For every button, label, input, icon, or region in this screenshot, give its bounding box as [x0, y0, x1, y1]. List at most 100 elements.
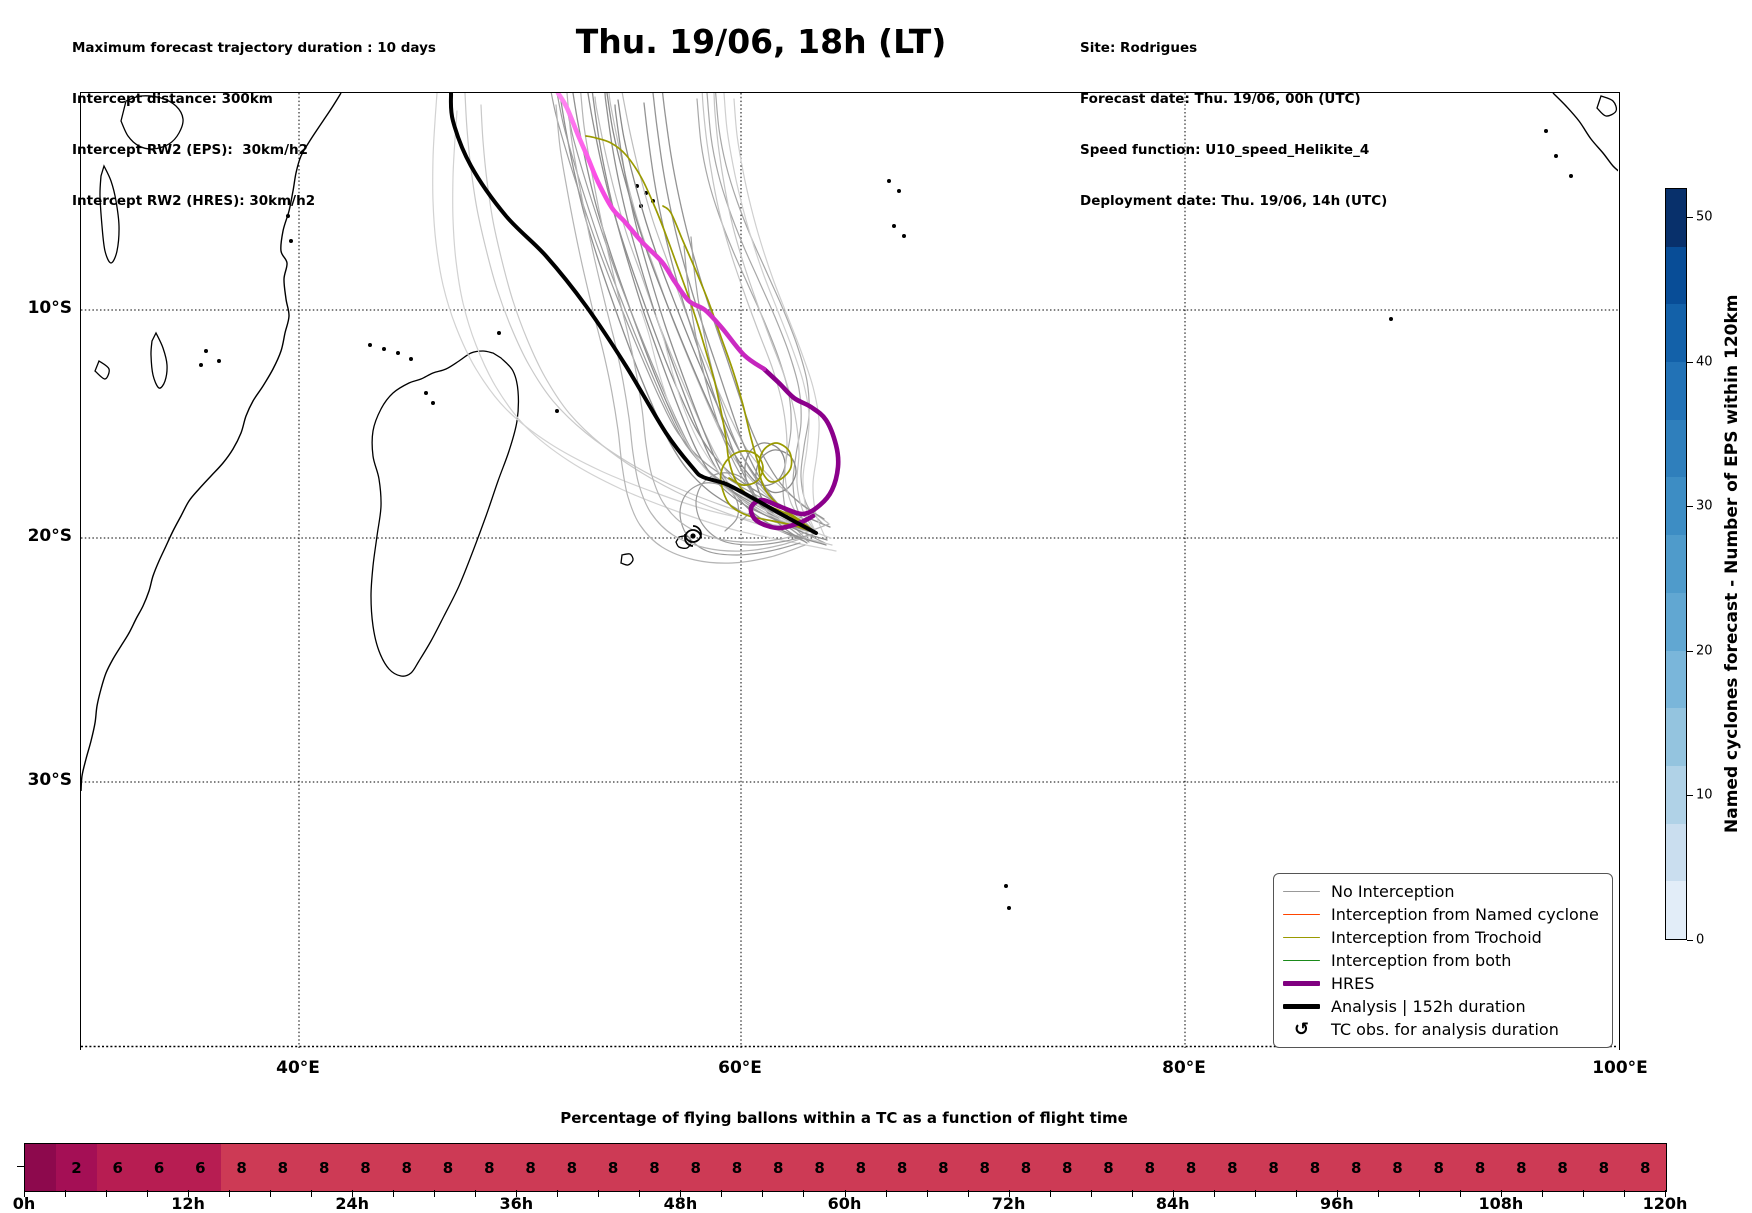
timeline-tick [434, 1190, 436, 1197]
ensemble-trajectory [565, 102, 826, 544]
header-right-line: Forecast date: Thu. 19/06, 00h (UTC) [1080, 91, 1361, 107]
island-outline [370, 350, 520, 677]
timeline-cell: 8 [964, 1144, 1006, 1191]
timeline-tick [885, 1190, 887, 1197]
islet-dot [431, 401, 435, 405]
colorbar-tick [1687, 650, 1693, 652]
timeline-hour-label: 96h [1319, 1194, 1354, 1213]
header-left-line: Intercept distance: 300km [72, 91, 273, 107]
timeline-tick [762, 1190, 764, 1197]
colorbar-segment [1666, 246, 1686, 305]
legend-swatch [1283, 959, 1320, 962]
lat-label: 10°S [27, 298, 72, 318]
legend-label: Interception from Trochoid [1331, 928, 1542, 947]
legend-line-swatch [1283, 1004, 1320, 1009]
header-left-line: Maximum forecast trajectory duration : 1… [72, 40, 436, 56]
ensemble-trajectory [733, 98, 827, 540]
legend-row: Analysis | 152h duration [1283, 996, 1603, 1018]
colorbar-segment [1666, 189, 1686, 247]
ensemble-trajectory [606, 93, 817, 534]
colorbar-tick [1687, 795, 1693, 797]
ensemble-trajectory [679, 482, 801, 556]
timeline-cell: 8 [592, 1144, 634, 1191]
timeline-tick [967, 1190, 969, 1197]
timeline-tick [188, 1190, 190, 1197]
lon-label: 60°E [718, 1058, 762, 1078]
timeline-hour-label: 72h [991, 1194, 1026, 1213]
colorbar-segment [1666, 823, 1686, 882]
colorbar-segment [1666, 650, 1686, 709]
timeline-cell: 8 [840, 1144, 882, 1191]
timeline-cell: 8 [220, 1144, 263, 1191]
islet-dot [1004, 884, 1008, 888]
timeline-cell: 8 [1376, 1144, 1419, 1191]
legend-label: Interception from Named cyclone [1331, 905, 1599, 924]
timeline-tick [1459, 1190, 1461, 1197]
cyclone-icon [690, 533, 696, 539]
legend-row: HRES [1283, 973, 1603, 995]
timeline-tick [229, 1190, 231, 1197]
islet-dot [368, 343, 372, 347]
ensemble-trajectory [566, 93, 817, 552]
legend: No Interception Interception from Named c… [1273, 873, 1613, 1048]
legend-line-swatch [1283, 890, 1320, 893]
legend-row: Interception from Trochoid [1283, 927, 1603, 949]
timeline-cell: 2 [55, 1144, 98, 1191]
timeline-tick [1254, 1190, 1256, 1197]
timeline-tick [639, 1190, 641, 1197]
header-right-line: Deployment date: Thu. 19/06, 14h (UTC) [1080, 193, 1388, 209]
timeline-tick [1172, 1190, 1174, 1197]
timeline-hour-label: 108h [1478, 1194, 1524, 1213]
ensemble-trajectory [723, 93, 817, 534]
colorbar-tick [1687, 361, 1693, 363]
timeline-tick [106, 1190, 108, 1197]
lat-label: 20°S [27, 526, 72, 546]
timeline-cell: 6 [97, 1144, 139, 1191]
colorbar-segment [1666, 362, 1686, 420]
islet-dot [199, 363, 203, 367]
lon-label: 40°E [276, 1058, 320, 1078]
colorbar [1665, 188, 1687, 940]
timeline-tick [598, 1190, 600, 1197]
lat-label: 30°S [27, 770, 72, 790]
timeline-tick [1131, 1190, 1133, 1197]
tc-obs-icon: ↺ [1293, 1018, 1310, 1040]
colorbar-tick [1687, 940, 1693, 941]
ensemble-trajectory [572, 93, 817, 534]
timeline-hour-label: 0h [12, 1194, 36, 1213]
islet-dot [424, 391, 428, 395]
timeline-tick [1049, 1190, 1051, 1197]
timeline-cell: 6 [138, 1144, 180, 1191]
legend-swatch [1283, 936, 1320, 939]
timeline-hour-label: 36h [499, 1194, 534, 1213]
islet-dot [497, 331, 501, 335]
islet-dot [1554, 154, 1558, 158]
timeline-tick [516, 1190, 518, 1197]
timeline-cell: 8 [1005, 1144, 1047, 1191]
timeline-tick [1295, 1190, 1297, 1197]
timeline-cell: 8 [675, 1144, 717, 1191]
timeline-cell: 8 [1418, 1144, 1460, 1191]
header-right-line: Speed function: U10_speed_Helikite_4 [1080, 142, 1370, 158]
timeline-cell: 8 [1624, 1144, 1666, 1191]
header-left: Maximum forecast trajectory duration : 1… [72, 6, 436, 244]
lon-label: 100°E [1592, 1058, 1648, 1078]
ensemble-trajectory [591, 93, 804, 528]
timeline-tick [352, 1190, 354, 1197]
colorbar-segment [1666, 419, 1686, 478]
colorbar-segment [1666, 592, 1686, 651]
legend-row: Interception from Named cyclone [1283, 904, 1603, 926]
timeline-hour-label: 120h [1642, 1194, 1688, 1213]
hres-trajectory-purple [748, 366, 841, 531]
timeline-tick [557, 1190, 559, 1197]
legend-label: HRES [1331, 974, 1375, 993]
timeline-cell: 8 [1253, 1144, 1295, 1191]
colorbar-tick [1687, 506, 1693, 508]
timeline-tick [393, 1190, 395, 1197]
timeline-tick [1377, 1190, 1379, 1197]
lon-label: 80°E [1162, 1058, 1206, 1078]
header-left-line: Intercept RW2 (EPS): 30km/h2 [72, 142, 308, 158]
map-svg [81, 93, 1618, 1048]
ensemble-trajectory [683, 245, 810, 543]
